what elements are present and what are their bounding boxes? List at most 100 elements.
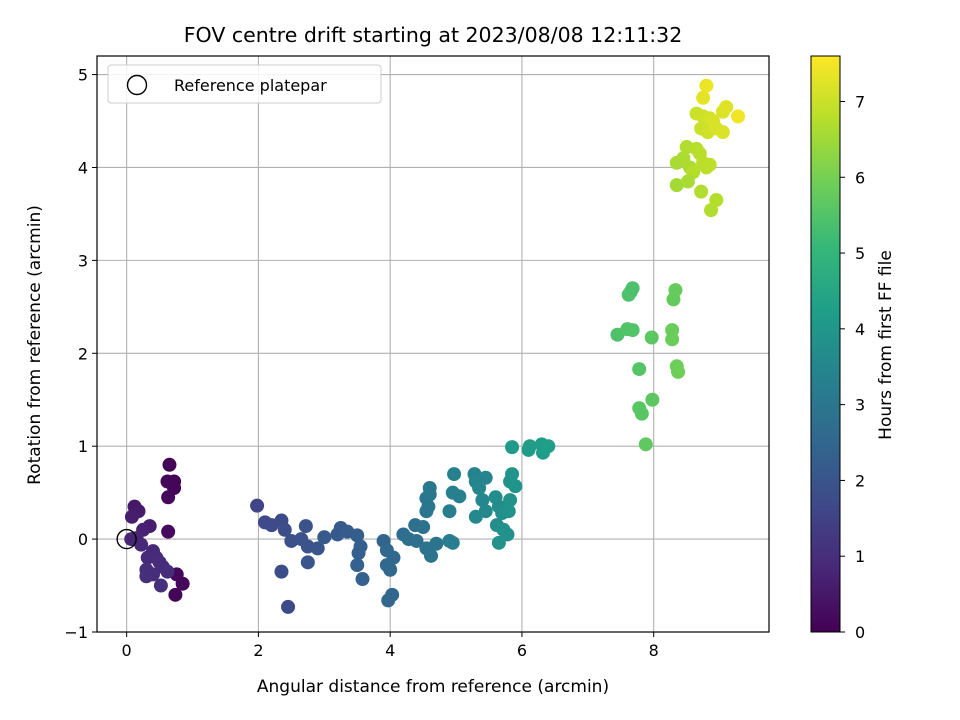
colorbar-tick-label: 6 bbox=[855, 168, 865, 187]
axis-ticks: 0 2 4 6 8 −1 0 1 2 3 4 5 bbox=[64, 66, 658, 660]
data-point bbox=[422, 487, 437, 502]
data-point bbox=[124, 509, 139, 524]
x-tick-label: 0 bbox=[122, 641, 132, 660]
data-point bbox=[644, 330, 659, 345]
x-tick-label: 4 bbox=[385, 641, 395, 660]
colorbar-ticks: 0 1 2 3 4 5 6 7 bbox=[840, 92, 865, 642]
data-point bbox=[139, 569, 154, 584]
data-point bbox=[277, 522, 292, 537]
data-point bbox=[632, 362, 647, 377]
data-point bbox=[161, 490, 176, 505]
data-point bbox=[501, 504, 516, 519]
legend-reference-marker bbox=[126, 74, 148, 96]
data-point bbox=[310, 541, 325, 556]
data-point bbox=[625, 281, 640, 296]
y-tick-label: 0 bbox=[78, 530, 88, 549]
data-point bbox=[442, 504, 457, 519]
data-point bbox=[134, 537, 149, 552]
data-point bbox=[699, 78, 714, 93]
data-point bbox=[355, 572, 370, 587]
data-point bbox=[350, 558, 365, 573]
data-point bbox=[416, 520, 431, 535]
chart-title: FOV centre drift starting at 2023/08/08 … bbox=[184, 23, 683, 47]
y-tick-label: 1 bbox=[78, 437, 88, 456]
data-point bbox=[317, 530, 332, 545]
colorbar-title: Hours from first FF file bbox=[876, 250, 896, 440]
data-point bbox=[491, 535, 506, 550]
data-point bbox=[281, 599, 296, 614]
data-point bbox=[383, 562, 398, 577]
colorbar: 0 1 2 3 4 5 6 7 Hours from first FF file bbox=[810, 55, 896, 642]
data-point bbox=[350, 528, 365, 543]
data-point bbox=[671, 364, 686, 379]
colorbar-tick-label: 3 bbox=[855, 396, 865, 415]
data-point bbox=[468, 509, 483, 524]
colorbar-tick-label: 7 bbox=[855, 92, 865, 111]
data-point bbox=[669, 178, 684, 193]
data-point bbox=[424, 548, 439, 563]
colorbar-gradient bbox=[810, 55, 841, 633]
data-point bbox=[250, 498, 265, 513]
data-point bbox=[472, 481, 487, 495]
data-point bbox=[634, 406, 649, 421]
y-tick-label: −1 bbox=[64, 623, 88, 642]
data-point bbox=[625, 323, 640, 338]
colorbar-tick-label: 5 bbox=[855, 244, 865, 263]
y-tick-label: 5 bbox=[78, 66, 88, 85]
plot-frame bbox=[96, 55, 770, 633]
data-point bbox=[731, 109, 746, 124]
data-point bbox=[298, 519, 313, 534]
data-point bbox=[160, 564, 175, 579]
data-point bbox=[665, 332, 680, 347]
data-point bbox=[645, 392, 660, 407]
data-point bbox=[668, 283, 683, 298]
data-point bbox=[445, 535, 460, 550]
data-point bbox=[719, 100, 734, 115]
data-point bbox=[153, 578, 168, 593]
legend-box bbox=[107, 64, 382, 104]
data-point bbox=[541, 439, 556, 454]
data-point bbox=[715, 125, 730, 140]
data-point bbox=[409, 533, 424, 548]
y-axis-title: Rotation from reference (arcmin) bbox=[25, 205, 45, 485]
data-point bbox=[274, 564, 289, 579]
legend-label: Reference platepar bbox=[174, 76, 327, 95]
x-axis-title: Angular distance from reference (arcmin) bbox=[257, 677, 609, 697]
y-tick-label: 4 bbox=[78, 158, 88, 177]
colorbar-tick-label: 1 bbox=[855, 547, 865, 566]
data-point bbox=[709, 193, 724, 207]
data-point bbox=[351, 546, 366, 561]
x-tick-label: 8 bbox=[649, 641, 659, 660]
data-point bbox=[522, 439, 537, 454]
data-point bbox=[452, 489, 467, 504]
data-point bbox=[429, 536, 444, 551]
reference-marker-layer bbox=[116, 528, 137, 550]
data-point bbox=[503, 493, 518, 508]
legend: Reference platepar bbox=[107, 64, 382, 104]
x-tick-label: 2 bbox=[253, 641, 263, 660]
colorbar-tick-label: 0 bbox=[855, 623, 865, 642]
data-point bbox=[500, 527, 515, 542]
data-point bbox=[696, 90, 711, 105]
data-point bbox=[638, 437, 653, 452]
reference-point-marker bbox=[116, 528, 137, 550]
data-point bbox=[447, 467, 462, 482]
data-point bbox=[381, 593, 396, 608]
data-point bbox=[161, 524, 176, 539]
data-point bbox=[162, 457, 177, 472]
x-tick-label: 6 bbox=[517, 641, 527, 660]
data-point bbox=[508, 479, 523, 494]
data-point bbox=[478, 470, 493, 485]
colorbar-tick-label: 4 bbox=[855, 320, 865, 339]
data-point bbox=[694, 184, 709, 199]
data-point bbox=[505, 440, 520, 455]
y-tick-label: 2 bbox=[78, 344, 88, 363]
y-tick-label: 3 bbox=[78, 251, 88, 270]
data-points bbox=[124, 78, 746, 614]
data-point bbox=[168, 587, 183, 602]
data-point bbox=[702, 157, 717, 172]
data-point bbox=[475, 493, 490, 508]
colorbar-tick-label: 2 bbox=[855, 471, 865, 490]
data-point bbox=[680, 174, 695, 189]
